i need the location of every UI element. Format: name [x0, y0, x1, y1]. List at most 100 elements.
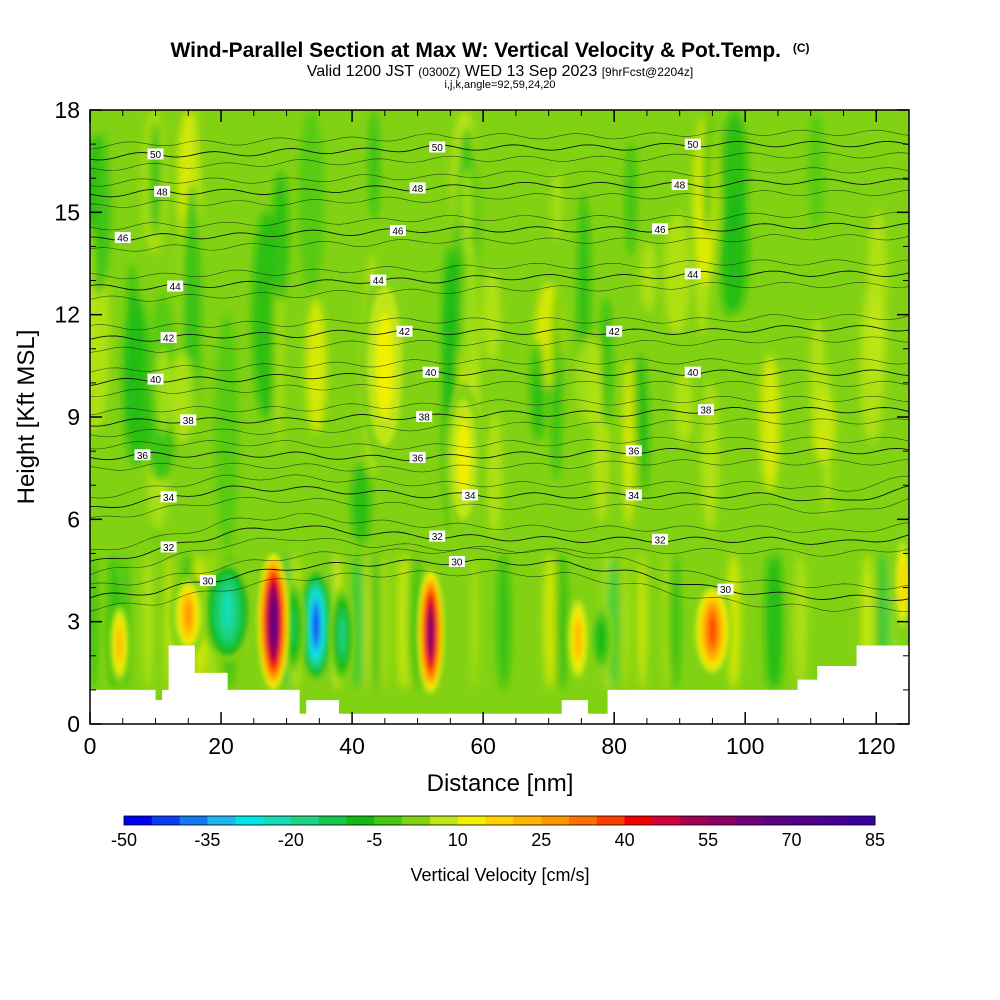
chart-title-text: Wind-Parallel Section at Max W: Vertical… — [170, 39, 781, 62]
isentrope-label: 46 — [389, 225, 406, 238]
svg-text:44: 44 — [687, 270, 699, 281]
isentrope-label: 48 — [409, 182, 426, 195]
svg-text:30: 30 — [451, 557, 463, 568]
isentrope-line — [90, 513, 909, 551]
isentrope-line — [90, 418, 909, 438]
y-tick-label: 3 — [67, 609, 80, 635]
colorbar-tick-label: 40 — [615, 830, 635, 850]
velocity-band — [369, 110, 379, 221]
isentrope-label: 40 — [147, 373, 164, 386]
isentrope-label: 46 — [652, 223, 669, 236]
isentrope-label: 30 — [448, 555, 465, 568]
velocity-band — [702, 110, 713, 239]
isentrope-line — [90, 407, 909, 427]
svg-text:48: 48 — [412, 184, 424, 195]
colorbar-swatch — [847, 816, 876, 825]
downdraft-core-ring — [339, 617, 345, 654]
isentrope-line — [90, 336, 909, 353]
isentrope-label: 36 — [134, 449, 151, 462]
downdraft-core — [297, 567, 335, 684]
svg-text:46: 46 — [392, 227, 404, 238]
isentrope-line — [90, 395, 909, 416]
svg-text:30: 30 — [720, 585, 732, 596]
colorbar-swatch — [179, 816, 208, 825]
colorbar-swatch — [791, 816, 820, 825]
velocity-band — [351, 463, 371, 545]
velocity-band — [772, 553, 784, 690]
svg-text:32: 32 — [163, 543, 175, 554]
colorbar-tick-label: 25 — [531, 830, 551, 850]
colorbar-tick-label: -20 — [278, 830, 304, 850]
colorbar-swatch — [374, 816, 403, 825]
isentrope-label: 44 — [167, 280, 184, 293]
velocity-band — [600, 297, 612, 428]
isentrope-label: 40 — [422, 366, 439, 379]
colorbar-swatch — [207, 816, 236, 825]
svg-text:38: 38 — [700, 406, 712, 417]
isentrope-line — [90, 129, 909, 150]
isentrope-line — [90, 140, 909, 161]
colorbar-tick-label: 10 — [448, 830, 468, 850]
velocity-band — [720, 207, 738, 318]
isentrope-label: 46 — [114, 231, 131, 244]
colorbar-swatch — [124, 816, 153, 825]
velocity-band — [576, 336, 604, 423]
colorbar-swatch — [735, 816, 765, 825]
velocity-band — [148, 120, 162, 238]
x-tick-label: 100 — [726, 733, 764, 759]
updraft-core — [443, 382, 484, 537]
velocity-band — [305, 299, 327, 434]
svg-text:32: 32 — [654, 535, 666, 546]
isentrope-label: 44 — [370, 274, 387, 287]
updraft-core — [416, 567, 446, 697]
svg-text:30: 30 — [202, 577, 214, 588]
isentrope-label: 38 — [416, 411, 433, 424]
colorbar-swatch — [541, 816, 570, 825]
x-tick-label: 40 — [339, 733, 365, 759]
x-tick-label: 20 — [208, 733, 234, 759]
velocity-band — [298, 110, 325, 292]
downdraft-core-ring — [596, 621, 606, 657]
isentrope-line — [90, 369, 909, 386]
velocity-band — [364, 553, 372, 690]
svg-text:48: 48 — [157, 187, 169, 198]
svg-text:50: 50 — [150, 150, 162, 161]
updraft-core — [890, 526, 909, 643]
isentrope-label: 32 — [429, 530, 446, 543]
colorbar-label: Vertical Velocity [cm/s] — [410, 865, 589, 885]
updraft-core-ring — [709, 616, 715, 644]
svg-text:42: 42 — [399, 327, 411, 338]
colorbar-tick-label: 70 — [782, 830, 802, 850]
isentrope-line — [90, 167, 909, 187]
colorbar-swatch — [569, 816, 598, 825]
isentrope-label: 44 — [684, 268, 701, 281]
svg-text:36: 36 — [628, 447, 640, 458]
isentrope-line — [90, 281, 909, 302]
velocity-band — [823, 366, 832, 518]
subtitle-date: WED 13 Sep 2023 — [465, 63, 598, 80]
isentrope-label: 30 — [199, 575, 216, 588]
terrain — [90, 645, 909, 724]
isentrope-label: 38 — [697, 404, 714, 417]
svg-text:50: 50 — [687, 140, 699, 151]
isentrope-label: 32 — [160, 541, 177, 554]
updraft-core-ring — [429, 617, 432, 646]
colorbar-swatch — [485, 816, 514, 825]
velocity-band — [554, 553, 568, 690]
velocity-band — [552, 169, 562, 242]
svg-text:34: 34 — [628, 491, 640, 502]
colorbar-tick-label: 85 — [865, 830, 885, 850]
isentrope-label: 50 — [147, 148, 164, 161]
isentrope-line — [90, 474, 909, 499]
downdraft-core-ring — [289, 606, 297, 647]
svg-text:46: 46 — [654, 225, 666, 236]
svg-text:38: 38 — [419, 413, 431, 424]
colorbar-swatch — [290, 816, 320, 825]
isentrope-line — [90, 537, 909, 576]
y-axis-label: Height [Kft MSL] — [13, 330, 40, 505]
isentrope-label: 32 — [652, 533, 669, 546]
downdraft-core — [587, 604, 615, 673]
isentrope-line — [90, 447, 909, 462]
updraft-core-ring — [376, 312, 394, 419]
